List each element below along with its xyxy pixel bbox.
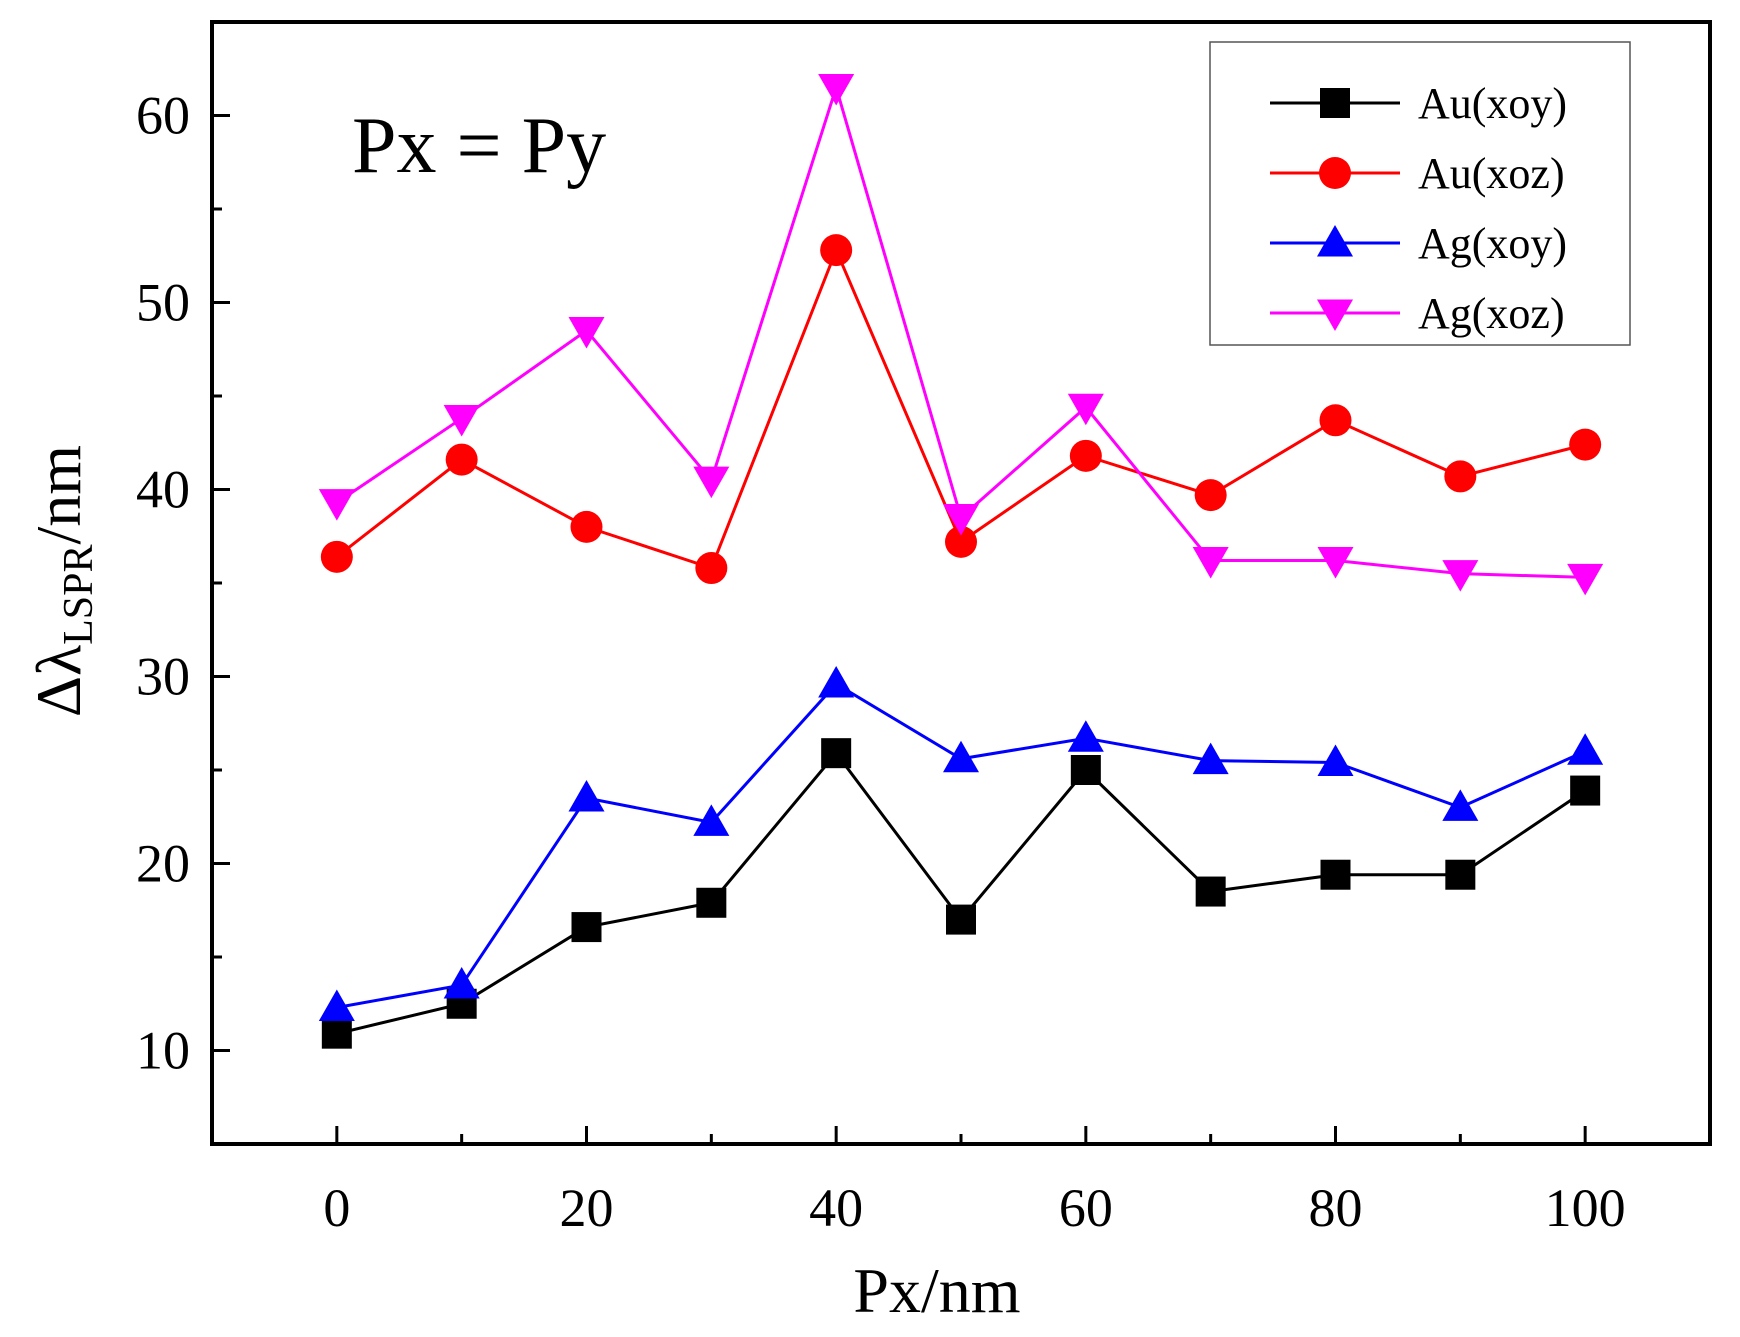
legend-marker	[1317, 225, 1353, 257]
legend-marker	[1320, 88, 1350, 118]
legend-item: Au(xoy)	[1270, 79, 1567, 128]
data-point	[1317, 744, 1354, 777]
legend-label: Ag(xoy)	[1418, 219, 1567, 268]
data-point	[1194, 479, 1227, 512]
data-point	[570, 510, 603, 543]
y-tick-label: 60	[136, 86, 190, 146]
series-Ag(xoz)	[318, 73, 1604, 596]
y-tick-label: 50	[136, 273, 190, 333]
legend-items: Au(xoy) Au(xoz) Ag(xoy) Ag(xoz)	[1270, 79, 1567, 338]
data-point	[443, 967, 480, 999]
data-point	[1317, 547, 1354, 579]
y-axis-title: ΔλLSPR/nm	[23, 445, 102, 717]
y-tick-label: 40	[136, 460, 190, 520]
data-point	[1069, 439, 1102, 472]
data-point	[321, 1018, 352, 1049]
data-point	[318, 989, 355, 1021]
data-point	[820, 234, 853, 267]
data-point	[946, 904, 976, 935]
data-point	[1570, 775, 1601, 806]
data-point	[695, 552, 728, 585]
x-tick-label: 40	[809, 1178, 863, 1238]
data-point	[1192, 742, 1229, 775]
series-line	[336, 682, 1586, 1009]
legend-marker	[1319, 157, 1351, 189]
data-point	[818, 665, 855, 698]
legend: Au(xoy) Au(xoz) Ag(xoy) Ag(xoz)	[1209, 41, 1631, 346]
data-point	[318, 489, 355, 521]
data-point	[445, 443, 478, 476]
y-axis-title-subscript: LSPR	[56, 544, 102, 644]
y-tick-label: 30	[136, 647, 190, 707]
data-point	[1442, 789, 1479, 821]
data-point	[1569, 428, 1602, 461]
data-series	[318, 73, 1604, 1049]
data-point	[1567, 733, 1604, 765]
data-point	[1320, 859, 1351, 890]
y-axis-title-main: Δλ	[23, 645, 94, 717]
data-point	[943, 740, 979, 773]
chart-annotation: Px = Py	[352, 102, 606, 190]
legend-item: Ag(xoy)	[1270, 219, 1567, 268]
legend-item: Ag(xoz)	[1270, 289, 1565, 338]
y-axis-ticks: 10 20 30 40 50 60	[136, 86, 230, 1081]
data-point	[1192, 547, 1229, 579]
data-point	[568, 780, 605, 812]
x-tick-label: 0	[323, 1178, 350, 1238]
data-point	[320, 540, 353, 573]
x-tick-label: 80	[1309, 1178, 1363, 1238]
series-Au(xoz)	[320, 234, 1602, 585]
legend-box	[1209, 41, 1631, 346]
data-point	[1319, 404, 1352, 437]
data-point	[1070, 755, 1101, 785]
data-point	[693, 804, 730, 836]
x-axis-title: Px/nm	[853, 1255, 1020, 1326]
x-tick-label: 20	[560, 1178, 614, 1238]
data-point	[693, 466, 730, 499]
data-point	[571, 912, 602, 943]
x-axis-ticks: 0 20 40 60 80 100	[323, 1126, 1626, 1238]
data-point	[943, 504, 979, 536]
legend-marker	[1317, 299, 1353, 331]
data-point	[1195, 876, 1226, 907]
data-point	[696, 887, 727, 918]
y-tick-label: 10	[136, 1021, 190, 1081]
data-point	[1067, 393, 1104, 426]
data-point	[1442, 560, 1479, 592]
data-point	[1445, 859, 1476, 890]
x-tick-label: 100	[1545, 1178, 1626, 1238]
data-point	[1067, 720, 1104, 752]
data-point	[1444, 460, 1477, 493]
data-point	[818, 73, 855, 106]
data-point	[568, 317, 605, 349]
legend-item: Au(xoz)	[1270, 149, 1565, 198]
data-point	[945, 525, 977, 558]
data-point	[1567, 563, 1604, 596]
x-tick-label: 60	[1059, 1178, 1113, 1238]
data-point	[821, 738, 852, 769]
y-axis-title-suffix: /nm	[23, 445, 94, 545]
y-tick-label: 20	[136, 834, 190, 894]
legend-label: Ag(xoz)	[1418, 289, 1565, 338]
series-Ag(xoy)	[318, 665, 1604, 1021]
legend-label: Au(xoy)	[1418, 79, 1567, 128]
legend-label: Au(xoz)	[1418, 149, 1565, 198]
series-Au(xoy)	[321, 738, 1601, 1049]
data-point	[443, 404, 480, 437]
